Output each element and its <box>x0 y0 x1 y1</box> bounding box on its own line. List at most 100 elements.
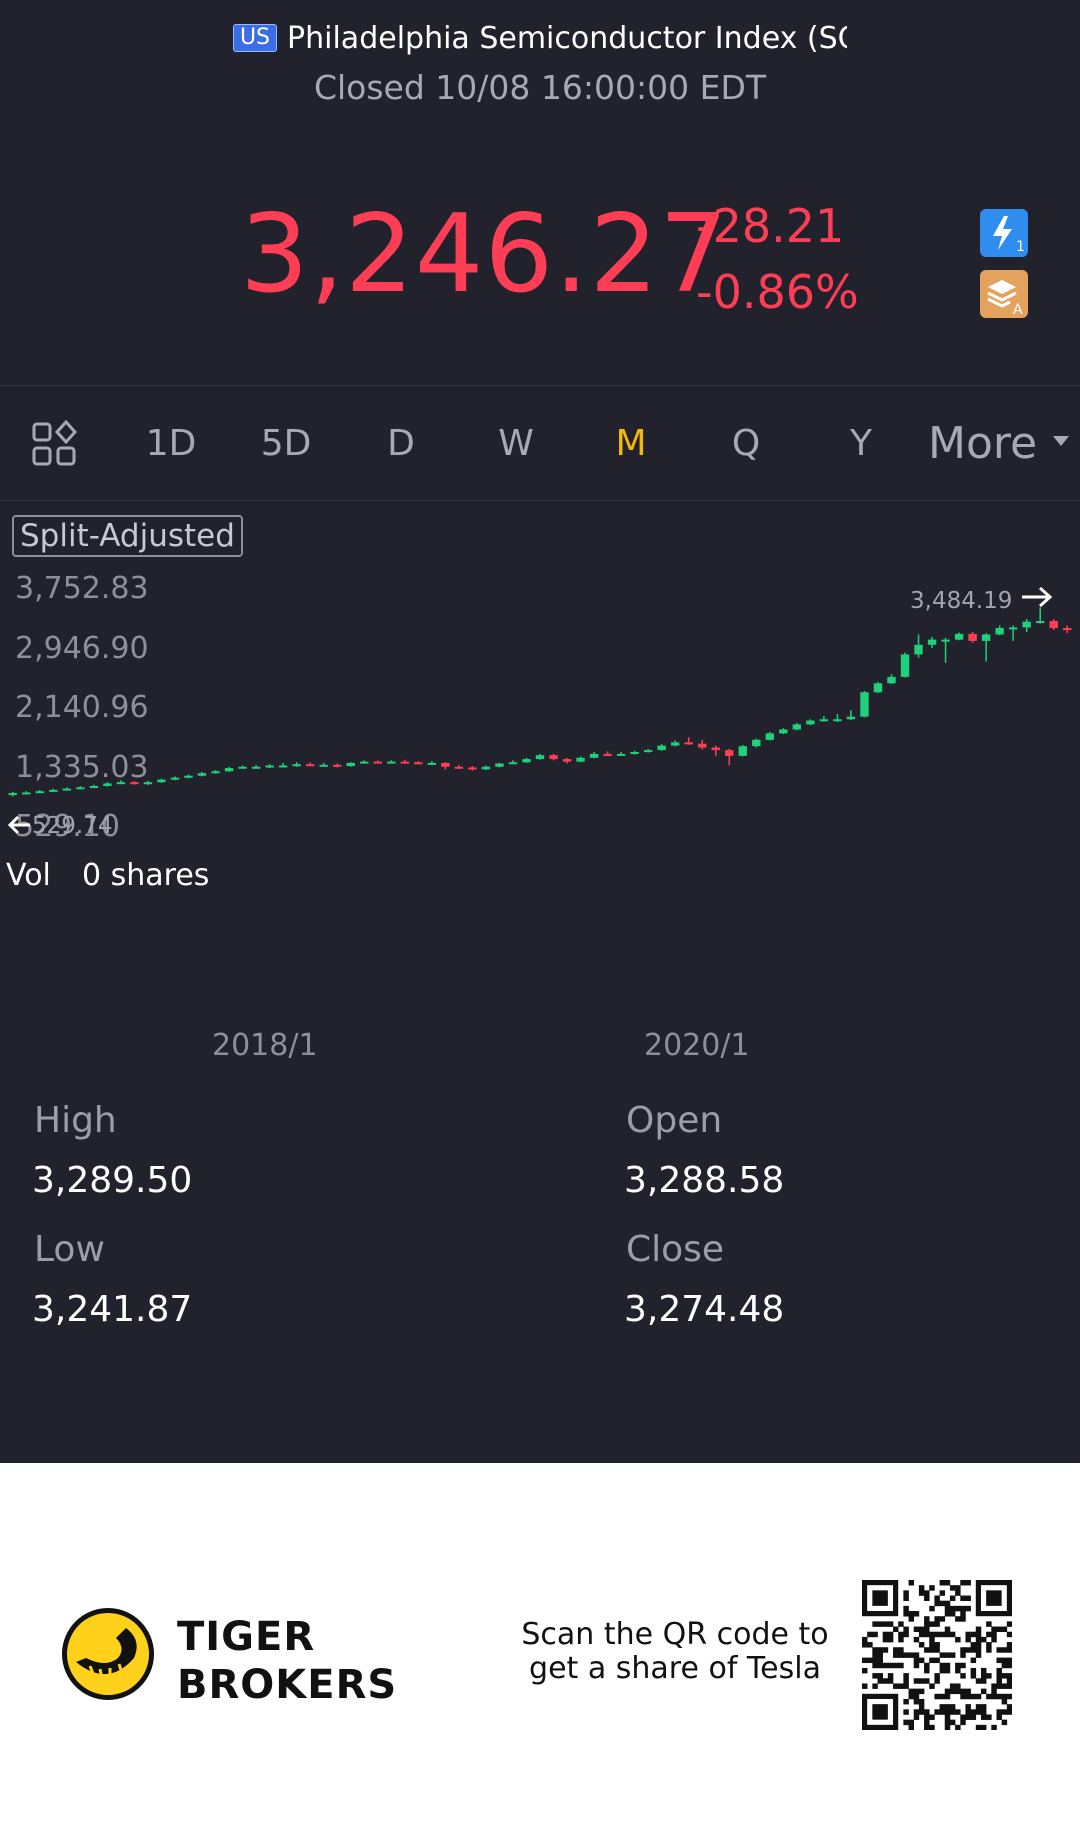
candle-body <box>549 755 558 760</box>
candle-body <box>711 747 720 751</box>
tab-d[interactable]: D <box>387 423 415 464</box>
close-label: Close <box>626 1229 725 1270</box>
candle-body <box>995 628 1004 635</box>
candle-body <box>833 719 842 722</box>
candle-body <box>427 762 437 765</box>
arrow-right-icon <box>1020 585 1054 613</box>
candle-body <box>251 766 261 769</box>
y-axis-label: 2,946.90 <box>15 631 149 666</box>
candle-body <box>968 633 977 641</box>
candle-body <box>1036 621 1045 624</box>
candle-body <box>454 766 464 769</box>
candle-body <box>62 788 72 791</box>
max-price-label: 3,484.19 <box>910 588 1013 614</box>
candle-body <box>468 767 477 770</box>
open-value: 3,288.58 <box>624 1160 785 1201</box>
candle-body <box>481 766 491 770</box>
candle-body <box>305 764 315 767</box>
candle-body <box>684 742 693 745</box>
app-background <box>0 0 1080 1463</box>
candle-body <box>819 719 829 722</box>
close-value: 3,274.48 <box>624 1289 785 1330</box>
candle-body <box>400 761 410 764</box>
candle-body <box>441 762 450 767</box>
change-percent: -0.86% <box>696 265 859 319</box>
market-badge: US <box>232 24 278 52</box>
candle-body <box>265 765 274 768</box>
chevron-down-icon[interactable] <box>1052 433 1070 452</box>
candle-body <box>197 773 207 776</box>
candle-body <box>1049 621 1058 629</box>
candle-body <box>22 792 31 795</box>
tab-5d[interactable]: 5D <box>260 423 312 464</box>
candlestick-chart[interactable] <box>0 560 1080 830</box>
candle-body <box>1008 627 1018 630</box>
tab-w[interactable]: W <box>498 423 534 464</box>
candle-body <box>143 782 153 785</box>
market-status: Closed 10/08 16:00:00 EDT <box>313 68 767 107</box>
index-title[interactable]: Philadelphia Semiconductor Index (SO <box>287 20 848 56</box>
candle-body <box>981 634 991 641</box>
price-change: -28.21 -0.86% <box>696 196 859 328</box>
candle-body <box>130 782 139 785</box>
candle-body <box>8 793 17 796</box>
change-value: -28.21 <box>696 199 845 253</box>
candle-body <box>846 716 856 720</box>
promo-footer: TIGER BROKERS Scan the QR code to get a … <box>0 1463 1080 1845</box>
candle-body <box>35 791 44 794</box>
tab-y[interactable]: Y <box>850 423 872 464</box>
candle-body <box>792 724 802 730</box>
candle-body <box>860 692 869 717</box>
promo-text: Scan the QR code to get a share of Tesla <box>520 1618 830 1686</box>
brand-name: TIGER BROKERS <box>177 1613 397 1709</box>
candle-body <box>522 759 531 763</box>
promo-line: Scan the QR code to <box>521 1617 829 1652</box>
candle-body <box>589 753 599 758</box>
open-label: Open <box>626 1100 723 1141</box>
candle-body <box>806 720 815 725</box>
split-adjusted-toggle[interactable]: Split-Adjusted <box>12 515 243 557</box>
candle-body <box>508 762 518 765</box>
candle-body <box>387 761 396 764</box>
x-axis-label: 2020/1 <box>644 1028 750 1063</box>
candle-body <box>887 676 896 684</box>
candle-body <box>49 789 58 792</box>
tab-m[interactable]: M <box>615 423 647 464</box>
candle-body <box>373 761 382 764</box>
candle-body <box>1063 628 1072 631</box>
more-periods-button[interactable]: More <box>928 418 1038 469</box>
tab-1d[interactable]: 1D <box>145 423 197 464</box>
candle-body <box>670 742 680 746</box>
divider <box>0 385 1080 386</box>
candle-body <box>562 759 572 762</box>
candle-body <box>1022 621 1031 628</box>
candle-body <box>184 775 193 778</box>
candle-body <box>292 764 301 767</box>
candle-body <box>738 746 747 756</box>
layout-grid-icon[interactable] <box>32 419 80 472</box>
high-value: 3,289.50 <box>32 1160 193 1201</box>
volume-value: 0 shares <box>82 858 210 893</box>
qr-code[interactable] <box>862 1580 1013 1734</box>
brand-line: TIGER <box>177 1614 316 1660</box>
candle-body <box>900 654 910 677</box>
tiger-logo-icon <box>60 1606 156 1706</box>
volume-label: Vol <box>6 858 51 893</box>
layers-icon[interactable]: A <box>980 270 1028 318</box>
lightning-icon[interactable]: 1 <box>980 209 1028 257</box>
svg-text:A: A <box>1013 302 1023 318</box>
candle-body <box>346 762 355 767</box>
high-label: High <box>34 1100 117 1141</box>
candle-body <box>725 750 734 756</box>
candle-body <box>616 753 626 756</box>
candle-body <box>630 751 639 754</box>
candle-body <box>116 782 126 785</box>
candle-body <box>576 757 585 762</box>
candle-body <box>170 777 180 780</box>
candle-body <box>211 771 220 774</box>
tab-q[interactable]: Q <box>731 423 761 464</box>
candle-body <box>657 745 666 751</box>
candle-body <box>238 766 247 769</box>
brand-line: BROKERS <box>177 1662 398 1708</box>
candle-body <box>643 750 653 753</box>
